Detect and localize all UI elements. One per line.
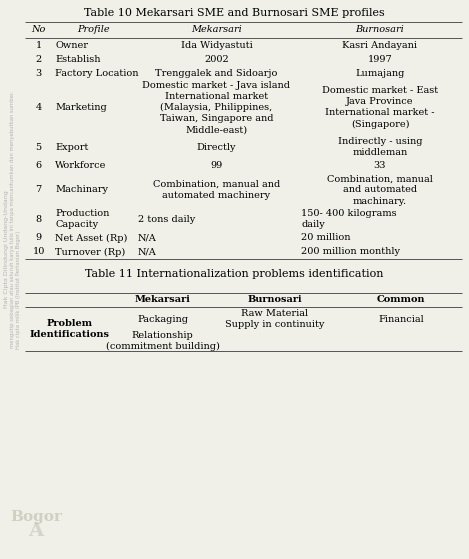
Text: Problem
Identifications: Problem Identifications xyxy=(30,319,110,339)
Text: mengutip sebagian atau seluruh karya tulis ini tanpa mencantumkan dan menyebutka: mengutip sebagian atau seluruh karya tul… xyxy=(10,91,15,348)
Text: 99: 99 xyxy=(211,162,223,170)
Text: Establish: Establish xyxy=(55,54,100,64)
Text: Combination, manual
and automated
machinary.: Combination, manual and automated machin… xyxy=(327,174,433,206)
Text: Turnover (Rp): Turnover (Rp) xyxy=(55,248,125,257)
Text: Mekarsari: Mekarsari xyxy=(135,296,190,305)
Text: Export: Export xyxy=(55,143,88,151)
Text: 10: 10 xyxy=(32,248,45,257)
Text: Marketing: Marketing xyxy=(55,103,107,112)
Text: Domestic market - East
Java Province
International market -
(Singapore): Domestic market - East Java Province Int… xyxy=(322,86,438,129)
Text: 33: 33 xyxy=(374,162,386,170)
Text: No: No xyxy=(31,26,45,35)
Text: 9: 9 xyxy=(36,234,42,243)
Text: 5: 5 xyxy=(36,143,42,151)
Text: Bogor: Bogor xyxy=(10,510,62,524)
Text: Financial: Financial xyxy=(378,315,424,324)
Text: 1997: 1997 xyxy=(368,54,393,64)
Text: N/A: N/A xyxy=(138,234,157,243)
Text: 1: 1 xyxy=(35,40,42,50)
Text: Table 11 Internationalization problems identification: Table 11 Internationalization problems i… xyxy=(85,269,384,279)
Text: Machinary: Machinary xyxy=(55,186,108,195)
Text: Net Asset (Rp): Net Asset (Rp) xyxy=(55,234,128,243)
Text: Domestic market - Java island
International market
(Malaysia, Philippines,
Taiwa: Domestic market - Java island Internatio… xyxy=(143,80,290,134)
Text: 2002: 2002 xyxy=(204,54,229,64)
Text: 6: 6 xyxy=(36,162,42,170)
Text: Owner: Owner xyxy=(55,40,88,50)
Text: 3: 3 xyxy=(35,69,42,78)
Text: 7: 7 xyxy=(35,186,42,195)
Text: Relationship
(commitment building): Relationship (commitment building) xyxy=(106,331,219,351)
Text: Hak cipta milik IPB (Institut Pertanian Bogor): Hak cipta milik IPB (Institut Pertanian … xyxy=(16,230,22,349)
Text: Mekarsari: Mekarsari xyxy=(191,26,242,35)
Text: Kasri Andayani: Kasri Andayani xyxy=(342,40,417,50)
Text: Workforce: Workforce xyxy=(55,162,106,170)
Text: Burnosari: Burnosari xyxy=(248,296,303,305)
Text: Burnosari: Burnosari xyxy=(356,26,404,35)
Text: 8: 8 xyxy=(36,215,42,224)
Text: 4: 4 xyxy=(35,103,42,112)
Text: Trenggalek and Sidoarjo: Trenggalek and Sidoarjo xyxy=(155,69,278,78)
Text: Common: Common xyxy=(377,296,425,305)
Text: 2: 2 xyxy=(35,54,42,64)
Text: 200 million monthly: 200 million monthly xyxy=(301,248,400,257)
Text: Ida Widyastuti: Ida Widyastuti xyxy=(181,40,252,50)
Text: Table 10 Mekarsari SME and Burnosari SME profiles: Table 10 Mekarsari SME and Burnosari SME… xyxy=(84,8,385,18)
Text: Combination, manual and
automated machinery: Combination, manual and automated machin… xyxy=(153,180,280,200)
Text: 150- 400 kilograms
daily: 150- 400 kilograms daily xyxy=(301,209,397,229)
Text: 2 tons daily: 2 tons daily xyxy=(138,215,195,224)
Text: Indirectly - using
middleman: Indirectly - using middleman xyxy=(338,137,422,157)
Text: Directly: Directly xyxy=(197,143,236,151)
Text: Lumajang: Lumajang xyxy=(356,69,405,78)
Text: Factory Location: Factory Location xyxy=(55,69,138,78)
Text: Packaging: Packaging xyxy=(137,315,188,324)
Text: 20 million: 20 million xyxy=(301,234,350,243)
Text: Hak Cipta Dilindungi Undang-Undang: Hak Cipta Dilindungi Undang-Undang xyxy=(5,191,9,309)
Text: Profile: Profile xyxy=(77,26,110,35)
Text: Production
Capacity: Production Capacity xyxy=(55,209,109,229)
Text: Raw Material
Supply in continuity: Raw Material Supply in continuity xyxy=(225,309,325,329)
Text: N/A: N/A xyxy=(138,248,157,257)
Text: A: A xyxy=(29,522,44,540)
